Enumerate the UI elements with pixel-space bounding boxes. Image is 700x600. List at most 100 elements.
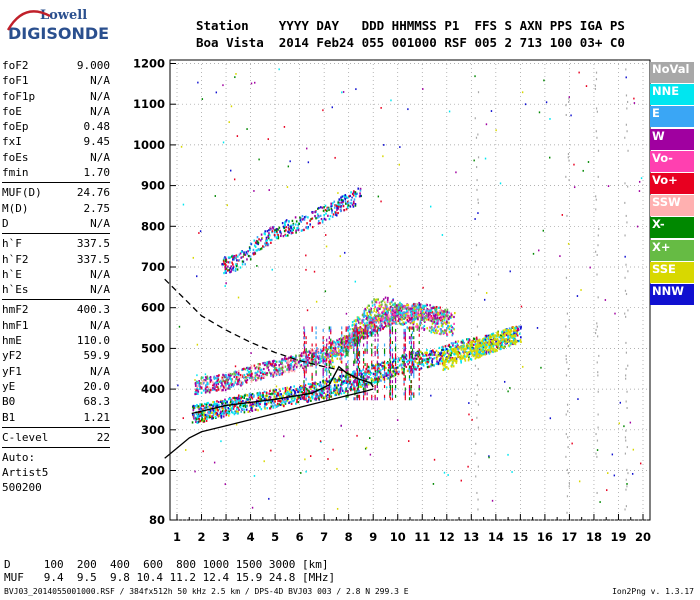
echo-point — [368, 308, 370, 311]
echo-point — [305, 362, 307, 365]
echo-point — [392, 370, 394, 373]
echo-point — [472, 337, 475, 340]
echo-point — [442, 322, 444, 325]
echo-point — [385, 372, 387, 375]
echo-point — [275, 394, 278, 397]
echo-point — [330, 363, 332, 366]
echo-point — [418, 313, 420, 317]
echo-point — [231, 373, 234, 376]
echo-point — [321, 392, 324, 395]
echo-point — [365, 324, 368, 328]
echo-point — [350, 338, 353, 341]
echo-point — [324, 362, 327, 365]
echo-point — [224, 398, 226, 401]
echo-point — [449, 348, 452, 351]
echo-point — [327, 207, 329, 210]
echo-point — [407, 360, 410, 363]
echo-point — [394, 336, 397, 340]
echo-point — [236, 259, 238, 262]
echo-point — [512, 341, 515, 345]
echo-point — [450, 342, 453, 345]
echo-point — [311, 358, 313, 361]
echo-point — [440, 357, 442, 360]
echo-point — [354, 204, 357, 207]
echo-point — [244, 394, 246, 397]
echo-point — [482, 350, 484, 354]
echo-point — [312, 382, 315, 385]
echo-point — [289, 386, 292, 389]
echo-point — [431, 322, 434, 325]
echo-point — [318, 354, 321, 358]
echo-point — [269, 362, 272, 365]
echo-point — [353, 350, 355, 354]
echo-point — [414, 357, 416, 360]
echo-point — [366, 331, 369, 335]
param-divider — [2, 299, 110, 301]
echo-point — [274, 228, 276, 232]
echo-point — [446, 308, 449, 311]
echo-point — [439, 306, 441, 309]
echo-point — [261, 395, 263, 398]
echo-point — [430, 365, 432, 368]
echo-point — [206, 414, 209, 417]
echo-point — [242, 399, 244, 403]
echo-point — [396, 304, 398, 307]
echo-point — [413, 320, 415, 323]
echo-point — [494, 334, 496, 337]
echo-point — [324, 369, 327, 372]
echo-point — [274, 235, 276, 238]
echo-point — [295, 360, 298, 364]
param-value: 1.70 — [83, 166, 111, 180]
echo-point — [397, 372, 400, 376]
echo-point — [208, 411, 211, 415]
echo-point — [394, 387, 397, 391]
echo-point — [364, 374, 366, 377]
echo-point — [448, 359, 451, 363]
echo-point — [258, 366, 261, 370]
echo-point — [443, 331, 445, 334]
echo-point — [324, 396, 326, 399]
echo-point — [481, 348, 484, 352]
echo-point — [242, 403, 244, 406]
echo-point — [412, 317, 415, 320]
echo-point — [444, 363, 446, 366]
echo-point — [198, 384, 201, 387]
echo-point — [296, 396, 299, 400]
echo-point — [265, 402, 268, 406]
echo-point — [401, 363, 403, 366]
echo-point — [455, 346, 457, 349]
echo-point — [400, 306, 403, 309]
echo-point — [441, 319, 444, 322]
echo-point — [259, 239, 262, 242]
echo-point — [320, 217, 323, 221]
echo-point — [361, 385, 364, 388]
x-tick-label: 10 — [390, 530, 406, 544]
echo-point — [328, 353, 330, 357]
echo-point — [404, 338, 406, 342]
echo-point — [355, 192, 357, 195]
echo-point — [202, 410, 205, 414]
echo-point — [324, 357, 326, 361]
echo-point — [227, 381, 229, 384]
echo-point — [207, 383, 209, 386]
echo-point — [478, 352, 480, 355]
echo-point — [274, 390, 277, 393]
echo-point — [384, 296, 387, 299]
echo-point — [278, 403, 281, 406]
echo-point — [475, 336, 478, 339]
echo-point — [442, 315, 445, 319]
echo-point — [490, 340, 493, 343]
echo-point — [237, 375, 240, 379]
echo-point — [250, 364, 253, 368]
echo-point — [416, 354, 418, 357]
echo-point — [506, 329, 509, 332]
echo-point — [338, 376, 340, 379]
echo-point — [418, 301, 420, 305]
echo-point — [469, 357, 472, 360]
echo-point — [249, 255, 252, 258]
echo-point — [214, 382, 217, 385]
echo-point — [376, 309, 379, 312]
param-row-hme: hmE 110.0 — [2, 333, 110, 348]
echo-point — [378, 307, 381, 310]
echo-point — [287, 220, 290, 223]
